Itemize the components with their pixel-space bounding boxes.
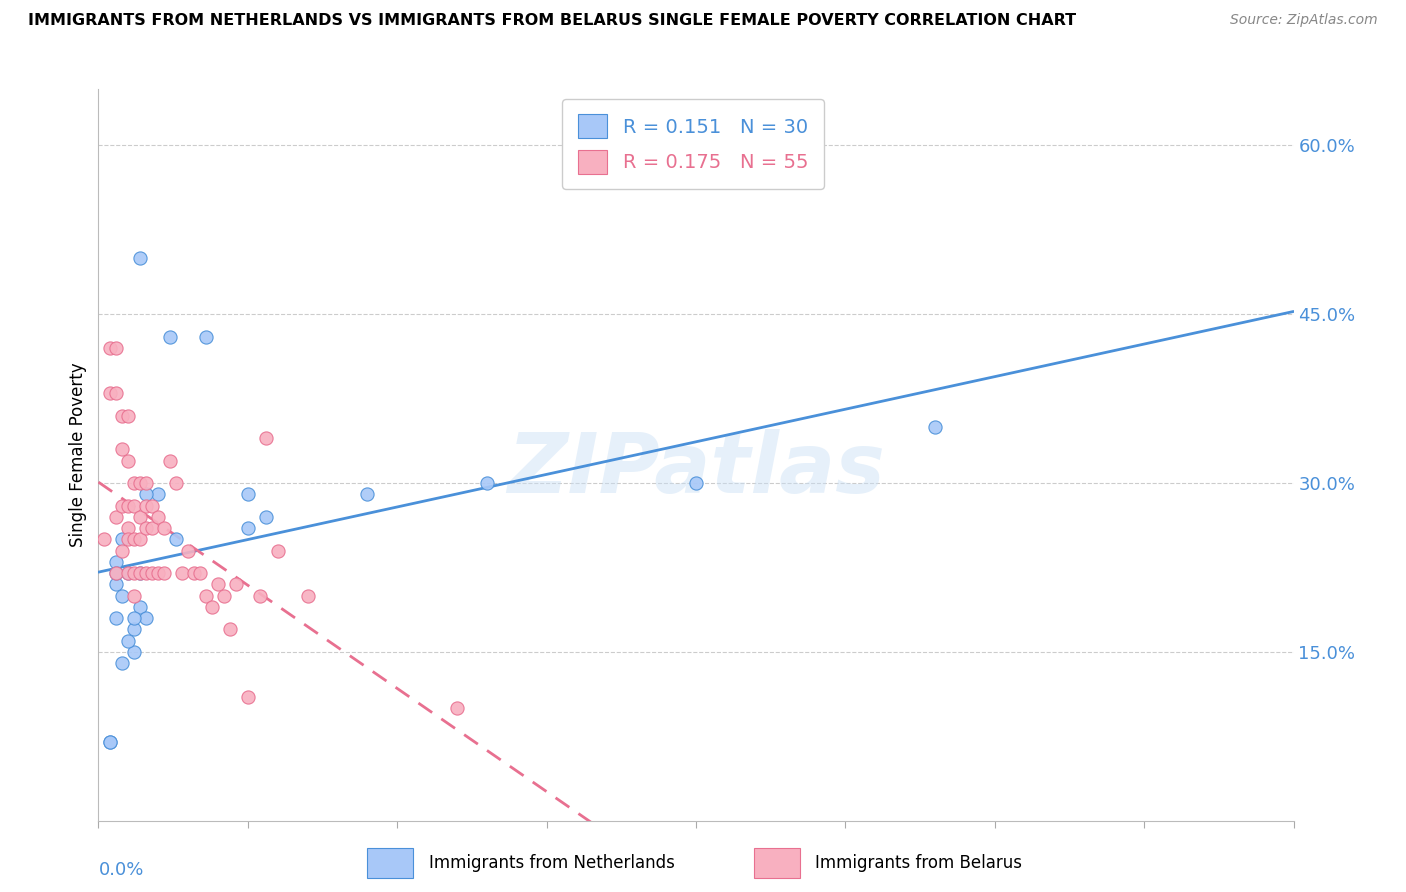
Point bbox=[207, 577, 229, 591]
Point bbox=[165, 476, 187, 491]
Point bbox=[135, 499, 157, 513]
Point bbox=[356, 487, 378, 501]
Text: ZIPatlas: ZIPatlas bbox=[508, 429, 884, 510]
Point bbox=[105, 611, 128, 625]
Point bbox=[129, 533, 152, 547]
Point bbox=[111, 656, 134, 670]
Point bbox=[135, 611, 157, 625]
Point bbox=[225, 577, 247, 591]
Point bbox=[475, 476, 498, 491]
Point bbox=[177, 543, 200, 558]
Point bbox=[254, 509, 277, 524]
Point bbox=[105, 566, 128, 580]
Point bbox=[153, 521, 176, 535]
Point bbox=[297, 589, 319, 603]
Point bbox=[129, 566, 152, 580]
Point bbox=[165, 533, 187, 547]
Point bbox=[141, 521, 163, 535]
Point bbox=[188, 566, 211, 580]
Point bbox=[212, 589, 235, 603]
Point bbox=[124, 533, 146, 547]
Text: Immigrants from Belarus: Immigrants from Belarus bbox=[815, 854, 1022, 872]
Point bbox=[117, 521, 139, 535]
Point bbox=[100, 735, 122, 749]
Point bbox=[105, 509, 128, 524]
Point bbox=[195, 589, 218, 603]
Point bbox=[129, 476, 152, 491]
Point bbox=[159, 453, 181, 467]
Point bbox=[195, 330, 218, 344]
Point bbox=[105, 555, 128, 569]
Point bbox=[685, 476, 707, 491]
Point bbox=[105, 577, 128, 591]
Point bbox=[153, 566, 176, 580]
Point bbox=[124, 499, 146, 513]
Legend: R = 0.151   N = 30, R = 0.175   N = 55: R = 0.151 N = 30, R = 0.175 N = 55 bbox=[562, 99, 824, 189]
Bar bbox=[754, 848, 800, 878]
Point bbox=[117, 453, 139, 467]
Point bbox=[172, 566, 194, 580]
Point bbox=[148, 509, 170, 524]
Point bbox=[93, 533, 115, 547]
Point bbox=[267, 543, 290, 558]
Point bbox=[148, 487, 170, 501]
Point bbox=[148, 566, 170, 580]
Point bbox=[141, 499, 163, 513]
Point bbox=[135, 566, 157, 580]
Point bbox=[446, 701, 468, 715]
Point bbox=[124, 476, 146, 491]
Point bbox=[111, 442, 134, 457]
Point bbox=[111, 589, 134, 603]
Point bbox=[236, 487, 259, 501]
Point bbox=[117, 533, 139, 547]
Point bbox=[105, 566, 128, 580]
Point bbox=[129, 599, 152, 614]
Point bbox=[117, 633, 139, 648]
Point bbox=[100, 341, 122, 355]
Point bbox=[124, 645, 146, 659]
Point bbox=[111, 409, 134, 423]
Text: Immigrants from Netherlands: Immigrants from Netherlands bbox=[429, 854, 675, 872]
Point bbox=[105, 386, 128, 401]
Text: 0.0%: 0.0% bbox=[98, 861, 143, 879]
Point bbox=[117, 409, 139, 423]
Point bbox=[201, 599, 224, 614]
Point bbox=[924, 419, 946, 434]
Point bbox=[249, 589, 271, 603]
Point bbox=[124, 623, 146, 637]
Point bbox=[135, 476, 157, 491]
Text: IMMIGRANTS FROM NETHERLANDS VS IMMIGRANTS FROM BELARUS SINGLE FEMALE POVERTY COR: IMMIGRANTS FROM NETHERLANDS VS IMMIGRANT… bbox=[28, 13, 1076, 29]
Point bbox=[124, 611, 146, 625]
Point bbox=[124, 566, 146, 580]
Point bbox=[117, 499, 139, 513]
Y-axis label: Single Female Poverty: Single Female Poverty bbox=[69, 363, 87, 547]
Point bbox=[236, 521, 259, 535]
Point bbox=[105, 341, 128, 355]
Point bbox=[111, 533, 134, 547]
Point bbox=[159, 330, 181, 344]
Point bbox=[100, 735, 122, 749]
Point bbox=[100, 386, 122, 401]
Text: Source: ZipAtlas.com: Source: ZipAtlas.com bbox=[1230, 13, 1378, 28]
Point bbox=[117, 566, 139, 580]
Point bbox=[129, 509, 152, 524]
Point bbox=[129, 566, 152, 580]
Point bbox=[135, 521, 157, 535]
Point bbox=[254, 431, 277, 445]
Point bbox=[141, 566, 163, 580]
Point bbox=[135, 487, 157, 501]
Point bbox=[124, 589, 146, 603]
Point bbox=[183, 566, 205, 580]
Point bbox=[117, 566, 139, 580]
Point bbox=[129, 251, 152, 265]
Point bbox=[236, 690, 259, 704]
Point bbox=[111, 543, 134, 558]
Point bbox=[111, 499, 134, 513]
Point bbox=[219, 623, 242, 637]
Bar bbox=[367, 848, 413, 878]
